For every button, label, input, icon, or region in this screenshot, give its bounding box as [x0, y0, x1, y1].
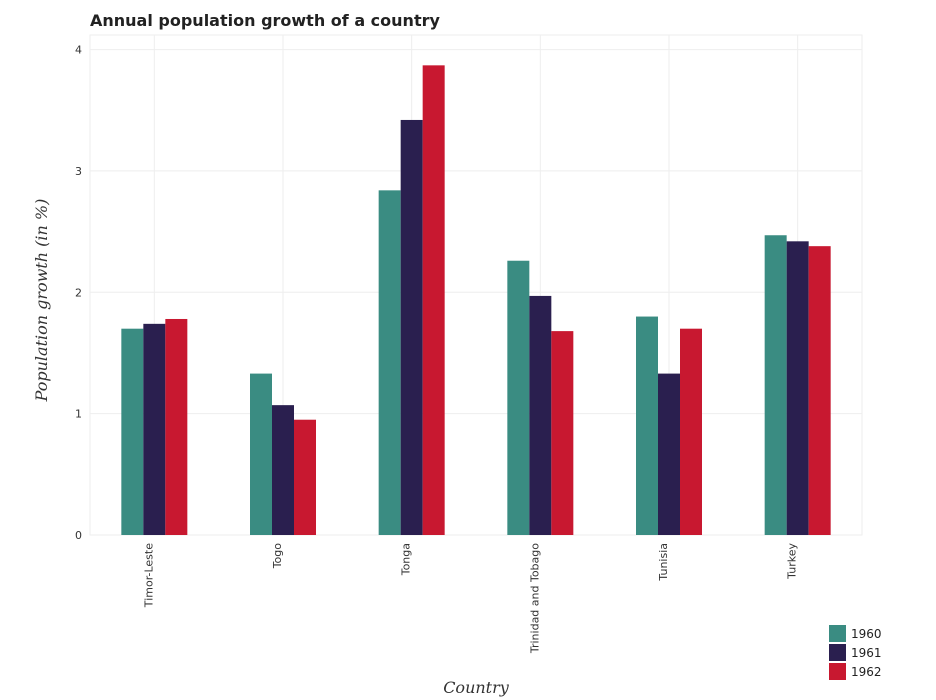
- y-tick-label: 1: [75, 408, 82, 421]
- grid: [89, 34, 863, 536]
- y-tick-label: 0: [75, 529, 82, 542]
- bar-1960-tunisia: [636, 316, 658, 535]
- bar-1961-togo: [272, 405, 294, 535]
- legend-swatch-1962: [829, 663, 846, 680]
- y-axis-ticks: 0 1 2 3 4: [75, 44, 82, 542]
- bar-1961-tunisia: [658, 373, 680, 535]
- legend-swatch-1961: [829, 644, 846, 661]
- bar-1960-turkey: [764, 235, 787, 535]
- bar-1961-tonga: [400, 119, 423, 536]
- bar-1960-togo: [250, 373, 272, 535]
- y-axis-label: Population growth (in %): [32, 199, 51, 403]
- bar-1962-turkey: [808, 246, 831, 536]
- y-tick-label: 3: [75, 165, 82, 178]
- y-tick-label: 4: [75, 44, 82, 57]
- legend-label-1960: 1960: [851, 627, 882, 641]
- bar-1960-timor-leste: [121, 328, 144, 535]
- bar-1960-trinidad-and-tobago: [507, 260, 530, 535]
- legend-label-1962: 1962: [851, 665, 882, 679]
- bar-1962-togo: [294, 419, 316, 535]
- y-tick-label: 2: [75, 286, 82, 299]
- bar-1962-timor-leste: [165, 318, 188, 535]
- x-tick-label: Togo: [271, 543, 284, 570]
- chart-title: Annual population growth of a country: [90, 11, 440, 30]
- bar-1961-timor-leste: [143, 323, 166, 535]
- bar-1962-trinidad-and-tobago: [551, 331, 574, 535]
- bar-1961-turkey: [786, 241, 809, 536]
- x-tick-label: Trinidad and Tobago: [528, 543, 541, 654]
- legend-label-1961: 1961: [851, 646, 882, 660]
- x-axis-ticks: Timor-Leste Togo Tonga Trinidad and Tobago T…: [142, 543, 798, 655]
- legend: 1960 1961 1962: [829, 625, 882, 680]
- bar-1961-trinidad-and-tobago: [529, 295, 552, 535]
- x-tick-label: Tunisia: [657, 543, 670, 582]
- x-tick-label: Timor-Leste: [142, 543, 155, 608]
- x-tick-label: Tonga: [400, 543, 413, 576]
- bar-1960-tonga: [378, 190, 401, 535]
- bars: [121, 65, 831, 536]
- plot-border: [89, 34, 863, 536]
- x-tick-label: Turkey: [786, 543, 799, 580]
- legend-swatch-1960: [829, 625, 846, 642]
- x-axis-label: Country: [443, 678, 510, 697]
- bar-1962-tonga: [422, 65, 445, 535]
- bar-1962-tunisia: [680, 328, 702, 535]
